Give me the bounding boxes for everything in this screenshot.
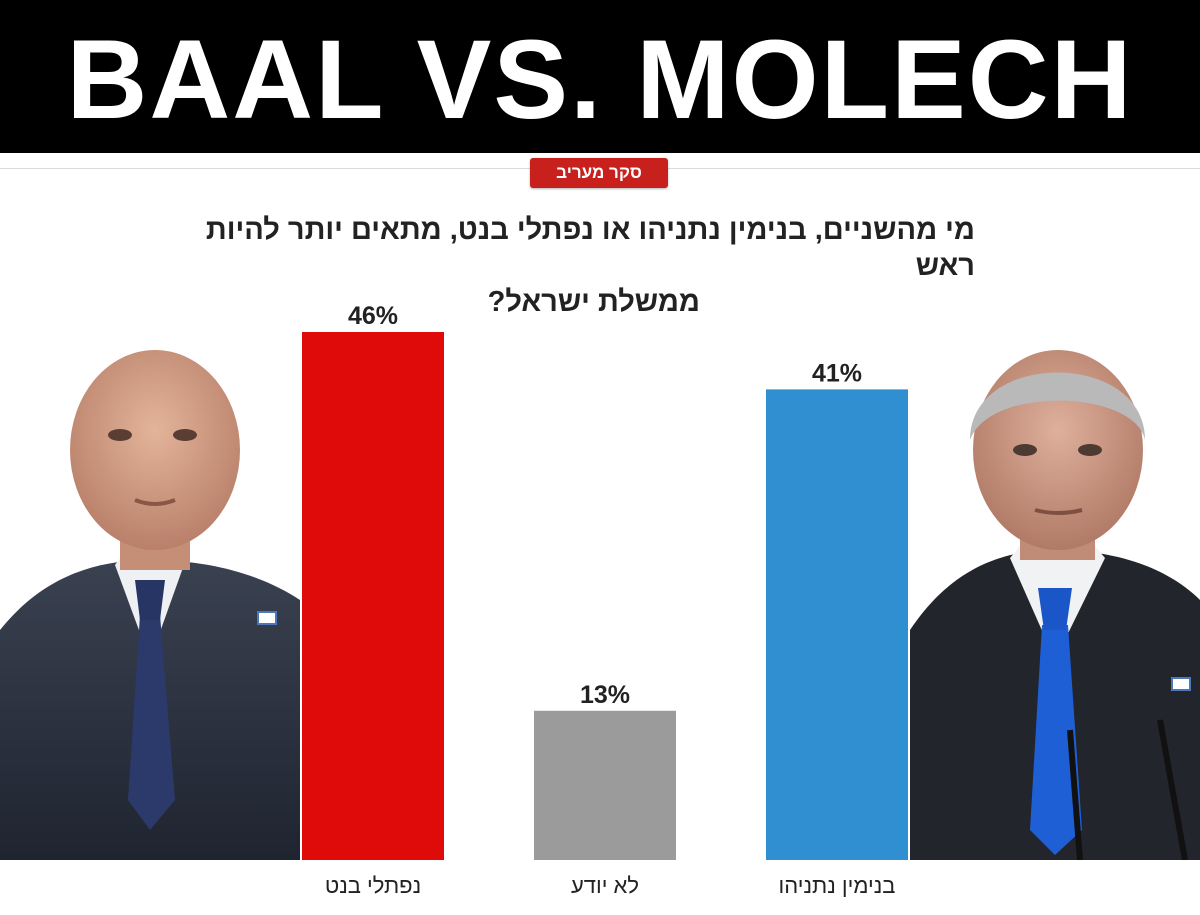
bar-netanyahu bbox=[766, 389, 908, 860]
value-label-bennett: 46% bbox=[348, 302, 398, 330]
bar-bennett bbox=[302, 332, 444, 860]
category-label-bennett: נפתלי בנט bbox=[325, 873, 421, 898]
value-label-unknown: 13% bbox=[580, 681, 630, 709]
portrait-right bbox=[910, 330, 1200, 860]
category-label-netanyahu: בנימין נתניהו bbox=[779, 873, 896, 898]
chart-title: מי מהשניים, בנימין נתניהו או נפתלי בנט, … bbox=[170, 212, 975, 320]
value-label-netanyahu: 41% bbox=[812, 359, 862, 387]
poll-source-badge: סקר מעריב bbox=[530, 158, 668, 188]
title-banner: BAAL VS. MOLECH bbox=[0, 0, 1200, 153]
chart-title-line2: ממשלת ישראל? bbox=[487, 286, 700, 318]
portrait-left bbox=[0, 330, 300, 860]
bar-unknown bbox=[534, 710, 676, 860]
chart-title-line1: מי מהשניים, בנימין נתניהו או נפתלי בנט, … bbox=[205, 214, 975, 282]
banner-title: BAAL VS. MOLECH bbox=[66, 16, 1134, 142]
category-label-unknown: לא יודע bbox=[571, 873, 639, 898]
